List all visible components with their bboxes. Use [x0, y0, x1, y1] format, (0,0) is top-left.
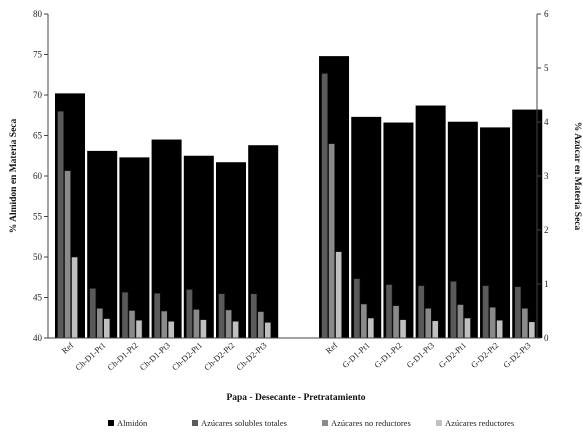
- plot-area: [55, 56, 543, 339]
- y-tick-label-right: 0: [544, 333, 549, 343]
- bar-az-cares-solubles-totales: [385, 284, 393, 339]
- bar-az-cares-reductores: [399, 319, 407, 339]
- bar-az-cares-no-reductores: [160, 310, 168, 339]
- legend-label: Almidón: [117, 418, 148, 428]
- bar-az-cares-reductores: [431, 320, 439, 339]
- bar-az-cares-reductores: [200, 319, 207, 339]
- y-tick-label-right: 6: [544, 9, 549, 19]
- y-tick-label-right: 3: [544, 171, 549, 181]
- x-tick-label: G-D2-Pt1: [437, 340, 469, 370]
- x-tick-label: Ch-D2-Pt2: [202, 340, 236, 372]
- bar-az-cares-no-reductores: [328, 143, 336, 339]
- y-tick-label-left: 50: [33, 252, 43, 262]
- y-tick-label-left: 65: [33, 131, 43, 141]
- x-tick-label: Ch-D2-Pt3: [234, 340, 268, 372]
- bar-az-cares-solubles-totales: [250, 293, 258, 339]
- x-tick-label: Ch-D1-Pt2: [105, 340, 139, 372]
- bar-az-cares-reductores: [528, 321, 536, 339]
- y-tick-label-left: 80: [33, 9, 43, 19]
- bar-az-cares-no-reductores: [64, 170, 71, 339]
- bar-az-cares-no-reductores: [360, 303, 368, 339]
- x-tick-label: Ref: [60, 340, 76, 356]
- x-tick-label: Ch-D2-Pt1: [170, 340, 204, 372]
- bar-az-cares-no-reductores: [392, 305, 400, 339]
- bar-az-cares-solubles-totales: [482, 285, 490, 339]
- x-tick-label: Ch-D1-Pt1: [73, 340, 107, 372]
- bar-az-cares-solubles-totales: [121, 291, 129, 339]
- bar-az-cares-reductores: [103, 318, 111, 339]
- y-tick-label-left: 70: [33, 90, 43, 100]
- x-tick-label: G-D2-Pt2: [469, 340, 501, 370]
- y-tick-label-right: 4: [544, 117, 549, 127]
- bar-az-cares-reductores: [335, 251, 343, 339]
- bar-az-cares-solubles-totales: [450, 280, 457, 339]
- x-tick-label: G-D1-Pt1: [340, 340, 372, 370]
- bar-az-cares-reductores: [167, 320, 175, 339]
- bar-az-cares-solubles-totales: [417, 285, 425, 339]
- legend-swatch: [108, 420, 114, 426]
- bar-az-cares-solubles-totales: [57, 110, 64, 339]
- bar-az-cares-no-reductores: [96, 307, 104, 339]
- y-tick-label-left: 40: [33, 333, 43, 343]
- bar-az-cares-reductores: [496, 319, 504, 339]
- bar-az-cares-solubles-totales: [153, 292, 161, 339]
- legend-swatch: [436, 420, 442, 426]
- bar-az-cares-no-reductores: [257, 311, 265, 339]
- y-axis-title-left: % Almidon en Materia Seca: [9, 118, 19, 233]
- y-tick-label-left: 55: [33, 212, 43, 222]
- bar-az-cares-reductores: [135, 319, 143, 339]
- y-tick-label-right: 1: [544, 279, 549, 289]
- bar-az-cares-solubles-totales: [218, 293, 225, 339]
- legend-label: Azúcares no reductores: [331, 418, 411, 428]
- bar-az-cares-no-reductores: [457, 304, 464, 339]
- legend-label: Azúcares reductores: [445, 418, 514, 428]
- bar-az-cares-solubles-totales: [89, 288, 97, 339]
- bar-az-cares-reductores: [367, 317, 375, 339]
- bar-az-cares-solubles-totales: [353, 278, 361, 339]
- bar-az-cares-solubles-totales: [321, 73, 329, 339]
- bar-az-cares-solubles-totales: [514, 286, 522, 339]
- x-tick-label: G-D2-Pt3: [501, 340, 533, 370]
- y-tick-label-left: 60: [33, 171, 43, 181]
- y-axis-title-right: % Azúcar en Materia Seca: [572, 122, 582, 231]
- bar-az-cares-no-reductores: [225, 309, 232, 339]
- x-tick-label: Ref: [324, 340, 340, 356]
- bar-az-cares-no-reductores: [193, 309, 200, 339]
- bar-az-cares-no-reductores: [489, 306, 497, 339]
- legend-swatch: [322, 420, 328, 426]
- bar-az-cares-reductores: [71, 256, 78, 339]
- bar-az-cares-no-reductores: [521, 307, 529, 339]
- legend-label: Azúcares solubles totales: [201, 418, 287, 428]
- x-axis-title: Papa - Desecante - Pretratamiento: [226, 393, 365, 403]
- legend: Almidón Azúcares solubles totales Azúcares…: [108, 418, 514, 428]
- bar-az-cares-reductores: [264, 322, 272, 339]
- y-tick-label-left: 45: [33, 293, 43, 303]
- bar-az-cares-no-reductores: [424, 307, 432, 339]
- x-tick-label: Ch-D1-Pt3: [138, 340, 172, 372]
- y-tick-label-right: 2: [544, 225, 549, 235]
- bar-az-cares-reductores: [464, 317, 471, 339]
- bar-az-cares-no-reductores: [128, 310, 136, 339]
- x-tick-label: G-D1-Pt2: [372, 340, 404, 370]
- y-tick-label-right: 5: [544, 63, 549, 73]
- bar-az-cares-reductores: [232, 320, 239, 339]
- x-tick-label: G-D1-Pt3: [404, 340, 436, 370]
- legend-swatch: [192, 420, 198, 426]
- y-tick-label-left: 75: [33, 50, 43, 60]
- bar-az-cares-solubles-totales: [186, 289, 193, 339]
